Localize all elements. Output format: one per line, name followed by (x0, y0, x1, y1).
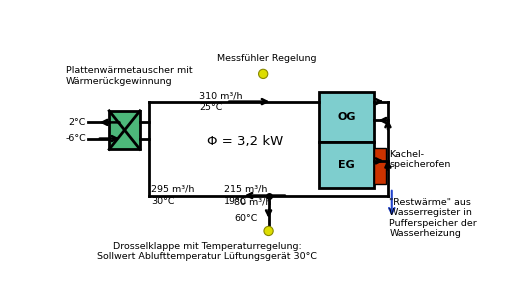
Text: 80 m³/h: 80 m³/h (233, 197, 271, 206)
Text: EG: EG (337, 160, 354, 170)
Text: Φ = 3,2 kW: Φ = 3,2 kW (207, 135, 283, 148)
Text: Kachel-
speicherofen: Kachel- speicherofen (389, 150, 450, 169)
Text: 310 m³/h: 310 m³/h (199, 91, 242, 100)
Text: 215 m³/h: 215 m³/h (223, 185, 267, 194)
Text: 2°C: 2°C (69, 118, 86, 127)
Text: Drosselklappe mit Temperaturregelung:
Sollwert Ablufttemperatur Lüftungsgerät 30: Drosselklappe mit Temperaturregelung: So… (97, 242, 316, 261)
Text: 25°C: 25°C (199, 103, 222, 112)
Text: 60°C: 60°C (233, 214, 257, 223)
Bar (318, 92, 373, 142)
Text: 19°C: 19°C (223, 197, 247, 206)
Text: OG: OG (336, 112, 355, 122)
Circle shape (264, 226, 273, 235)
Bar (318, 142, 373, 188)
Bar (109, 111, 140, 149)
Text: Messfühler Regelung: Messfühler Regelung (217, 54, 316, 63)
Text: -6°C: -6°C (65, 134, 86, 143)
Bar (373, 148, 386, 184)
Text: 30°C: 30°C (150, 197, 174, 206)
Circle shape (258, 69, 267, 78)
Text: 295 m³/h: 295 m³/h (150, 185, 194, 194)
Text: Plattenwärmetauscher mit
Wärmerückgewinnung: Plattenwärmetauscher mit Wärmerückgewinn… (66, 66, 192, 85)
Text: "Restwärme" aus
Wasserregister in
Pufferspeicher der
Wasserheizung: "Restwärme" aus Wasserregister in Puffer… (389, 198, 476, 238)
